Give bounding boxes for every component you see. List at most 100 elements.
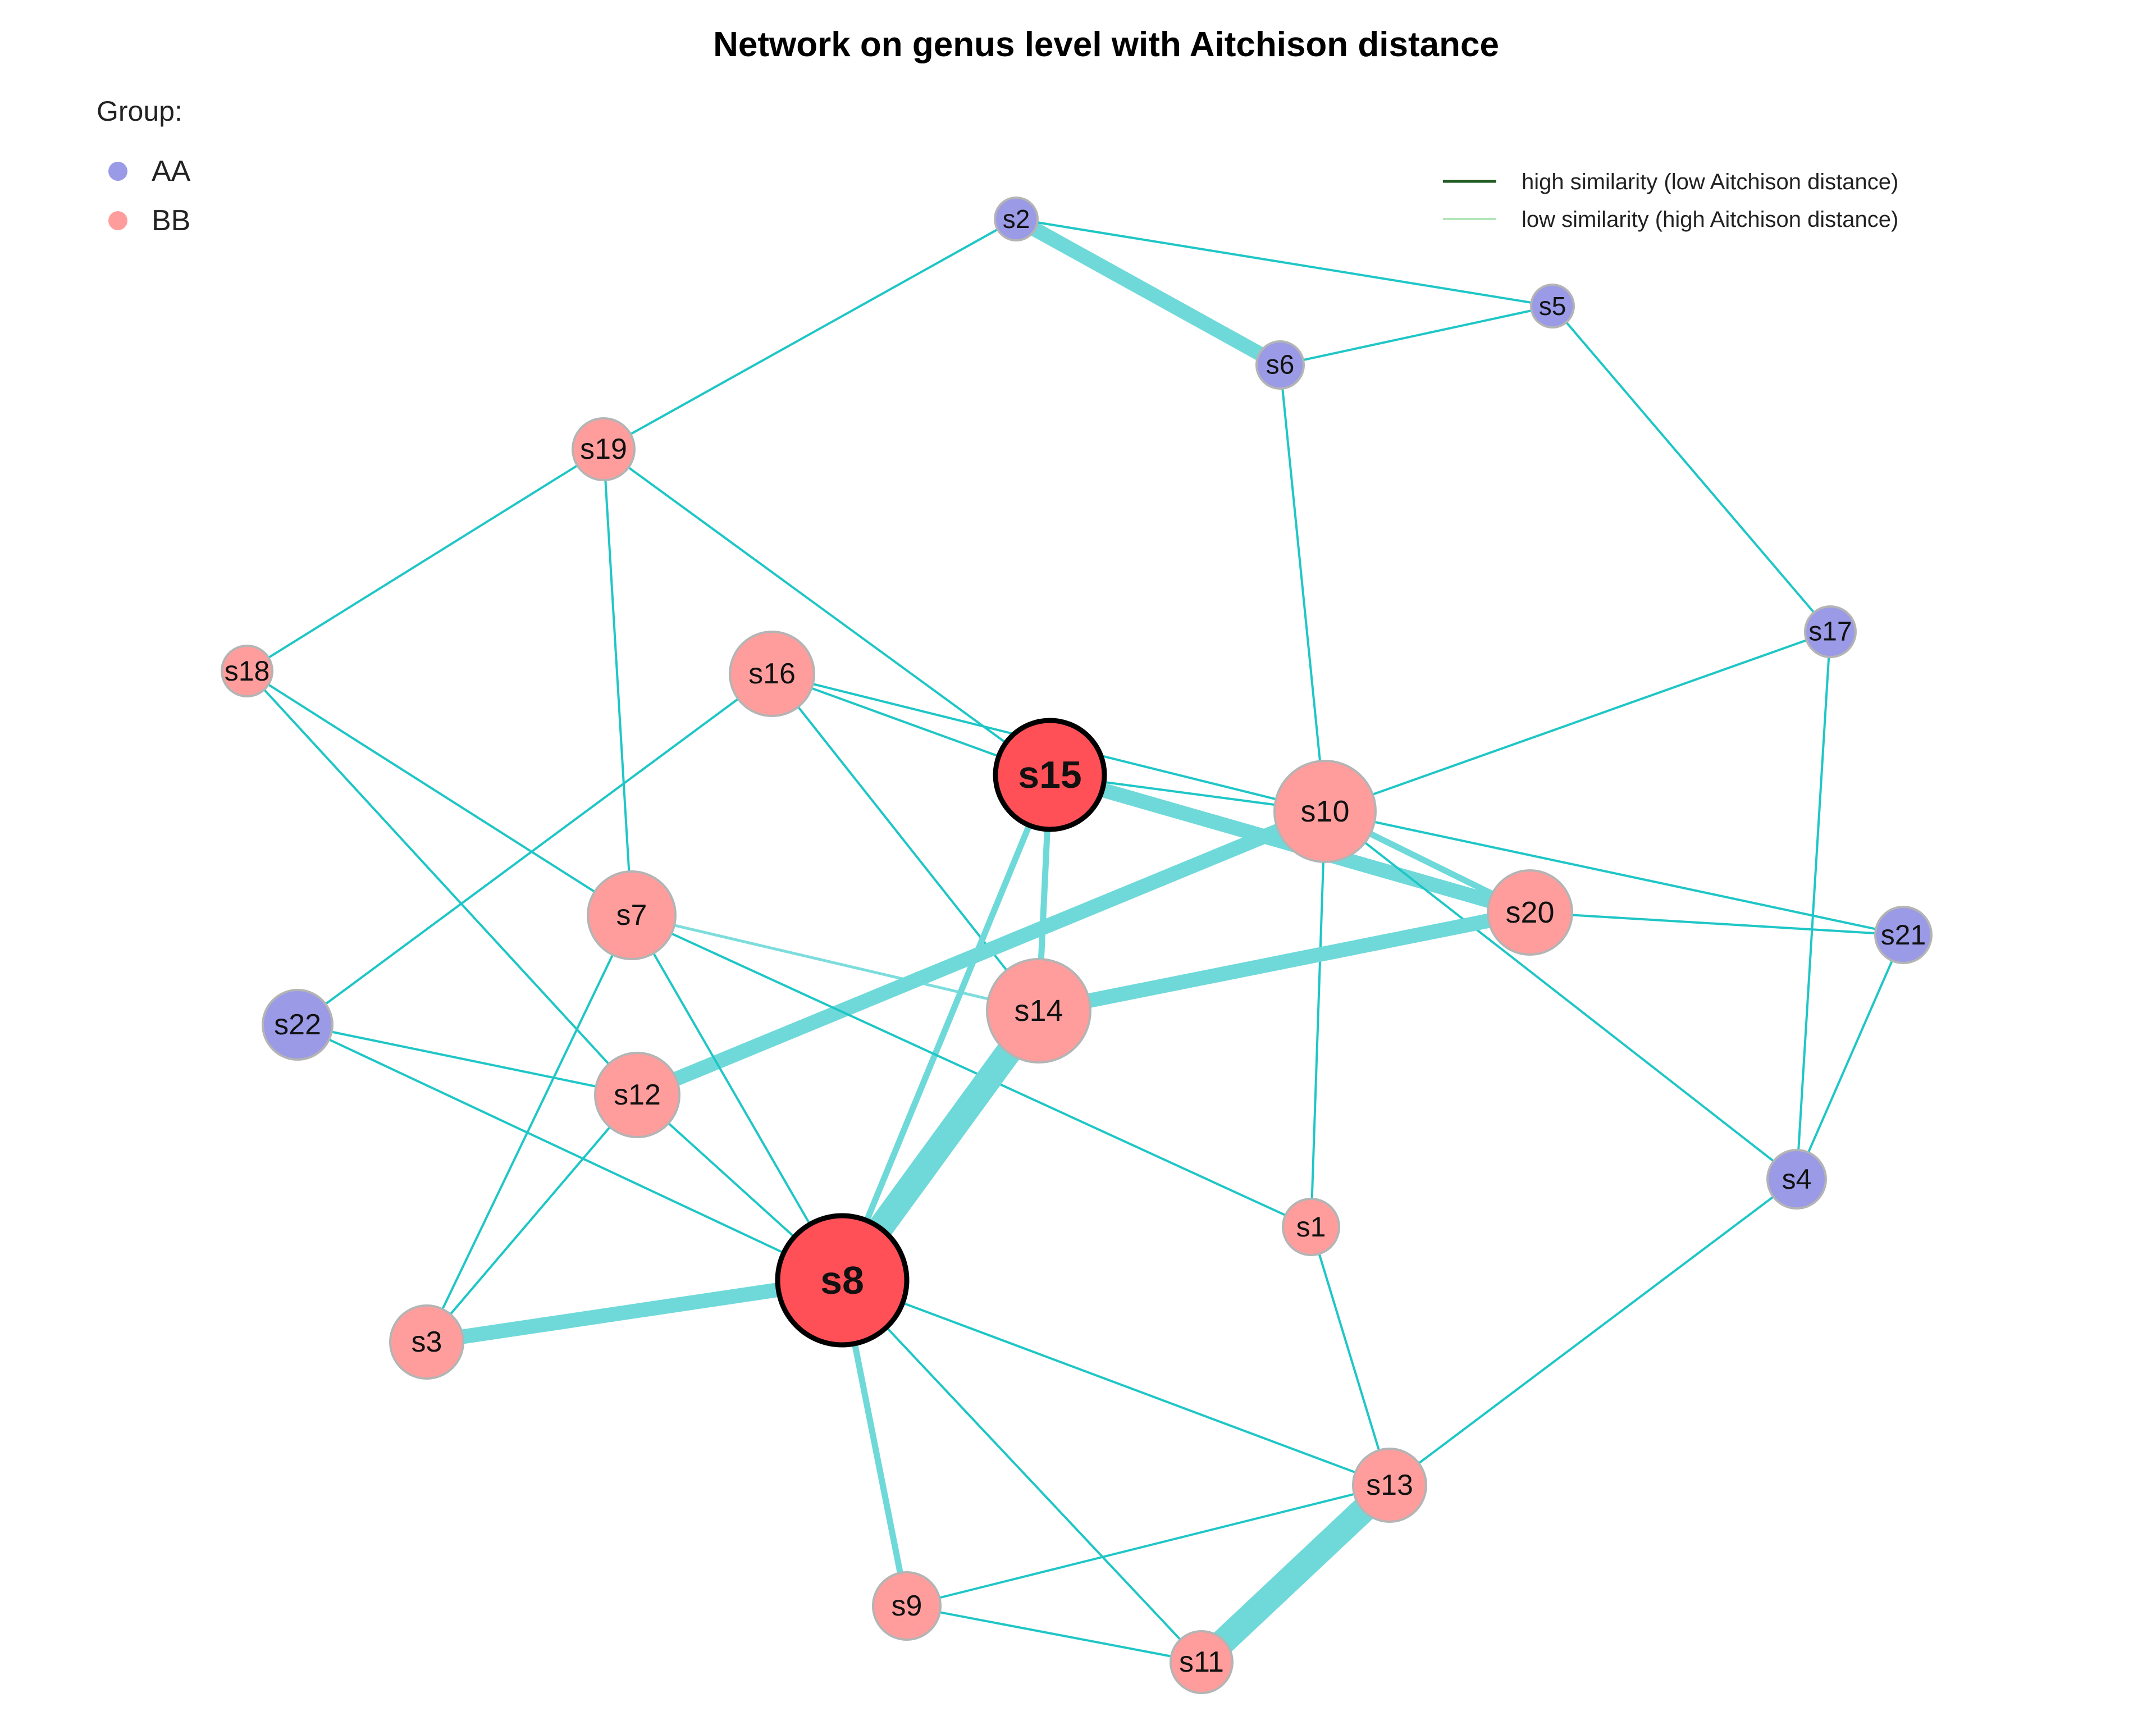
node-s13: s13 xyxy=(1352,1448,1427,1523)
node-s17-label: s17 xyxy=(1808,617,1852,647)
node-s6: s6 xyxy=(1255,340,1305,390)
node-s4: s4 xyxy=(1766,1149,1827,1210)
node-s18-label: s18 xyxy=(225,655,270,687)
node-s2-label: s2 xyxy=(1003,204,1030,234)
node-s13-circle xyxy=(1352,1448,1427,1523)
group-legend-label-bb: BB xyxy=(152,204,190,237)
edge-s21-s4 xyxy=(1796,934,1904,1180)
node-s12: s12 xyxy=(594,1052,680,1138)
node-s16-label: s16 xyxy=(748,658,796,690)
edge-s1-s13 xyxy=(1310,1226,1391,1486)
node-s21: s21 xyxy=(1874,906,1933,964)
node-s5-label: s5 xyxy=(1539,291,1566,321)
node-s20-label: s20 xyxy=(1505,896,1554,929)
node-s9-circle xyxy=(872,1571,942,1641)
edge-s2-s19 xyxy=(603,218,1017,450)
edge-s17-s10 xyxy=(1324,631,1831,813)
group-legend-item-aa: AA xyxy=(108,155,191,188)
node-s1-circle xyxy=(1282,1198,1340,1256)
group-legend-swatch-aa xyxy=(108,162,127,181)
group-legend-item-bb: BB xyxy=(108,204,190,237)
edge-s7-s1 xyxy=(631,914,1312,1228)
edge-s10-s4 xyxy=(1324,810,1798,1180)
node-s5: s5 xyxy=(1530,284,1575,328)
edge-s2-s6 xyxy=(1012,212,1284,372)
node-s18-circle xyxy=(221,645,273,697)
node-s4-circle xyxy=(1766,1149,1827,1210)
edge-s8-s3 xyxy=(426,1273,843,1349)
node-s9-label: s9 xyxy=(892,1590,922,1622)
node-s6-circle xyxy=(1255,340,1305,390)
node-s3: s3 xyxy=(389,1304,464,1380)
node-s3-label: s3 xyxy=(412,1326,442,1358)
edge-s22-s12 xyxy=(297,1024,638,1096)
node-s14-circle xyxy=(986,958,1091,1064)
edge-s18-s12 xyxy=(246,670,638,1096)
node-s5-circle xyxy=(1530,284,1575,328)
edge-legend-high-label: high similarity (low Aitchison distance) xyxy=(1522,170,1898,194)
edge-legend-low-label: low similarity (high Aitchison distance) xyxy=(1522,207,1898,232)
node-s10: s10 xyxy=(1273,760,1377,863)
node-s11-label: s11 xyxy=(1179,1646,1224,1678)
node-s12-label: s12 xyxy=(614,1079,661,1111)
edge-s12-s3 xyxy=(426,1094,638,1343)
node-s7-circle xyxy=(587,870,677,960)
edge-s5-s6 xyxy=(1280,305,1553,366)
node-layer: s1 s2 s3 s4 s5 s6 s7 s8 s9 s10 s11 s12 s13 s14 s15 s16 s… xyxy=(221,197,1933,1694)
node-s10-circle xyxy=(1273,760,1377,863)
node-s20: s20 xyxy=(1487,869,1573,956)
node-s11-circle xyxy=(1170,1630,1234,1694)
edge-s18-s7 xyxy=(246,670,633,916)
node-s8-circle xyxy=(775,1213,910,1348)
node-s19-circle xyxy=(572,417,636,481)
node-s8: s8 xyxy=(775,1213,910,1348)
node-s17: s17 xyxy=(1804,605,1857,658)
edge-s5-s17 xyxy=(1551,305,1831,633)
edge-s13-s9 xyxy=(906,1484,1390,1607)
node-s21-label: s21 xyxy=(1881,919,1926,951)
edge-s7-s14 xyxy=(631,914,1039,1012)
chart-title: Network on genus level with Aitchison di… xyxy=(713,25,1499,64)
group-legend-heading: Group: xyxy=(97,95,182,127)
group-legend: Group: AA BB xyxy=(97,95,191,237)
edge-s19-s7 xyxy=(602,449,633,916)
group-legend-label-aa: AA xyxy=(152,155,191,188)
node-s9: s9 xyxy=(872,1571,942,1641)
node-s13-label: s13 xyxy=(1366,1469,1413,1502)
node-s7: s7 xyxy=(587,870,677,960)
node-s7-label: s7 xyxy=(616,899,647,932)
node-s22-label: s22 xyxy=(274,1008,321,1041)
edge-s19-s18 xyxy=(246,448,605,672)
node-s1: s1 xyxy=(1282,1198,1340,1256)
node-s21-circle xyxy=(1874,906,1933,964)
edge-s17-s4 xyxy=(1796,631,1831,1180)
edge-s8-s13 xyxy=(842,1279,1390,1486)
edge-s16-s22 xyxy=(296,673,773,1026)
edge-s10-s1 xyxy=(1310,811,1326,1227)
node-s16-circle xyxy=(729,631,815,717)
node-s14: s14 xyxy=(986,958,1091,1064)
edge-s20-s14 xyxy=(1037,905,1532,1018)
node-s6-label: s6 xyxy=(1266,350,1295,380)
edge-s13-s11 xyxy=(1193,1476,1399,1672)
node-s19-label: s19 xyxy=(580,433,627,466)
edge-s9-s11 xyxy=(906,1605,1202,1663)
edge-s8-s11 xyxy=(841,1279,1203,1663)
node-s15: s15 xyxy=(993,718,1107,832)
edge-s22-s8 xyxy=(297,1024,843,1281)
edge-s19-s15 xyxy=(602,448,1051,776)
node-s10-label: s10 xyxy=(1300,795,1349,828)
edge-s15-s8 xyxy=(839,773,1053,1282)
edge-s6-s10 xyxy=(1279,364,1326,812)
edge-s10-s12 xyxy=(634,804,1328,1102)
node-s1-label: s1 xyxy=(1296,1211,1326,1243)
node-s11: s11 xyxy=(1170,1630,1234,1694)
node-s2-circle xyxy=(994,197,1039,241)
edge-s7-s8 xyxy=(631,915,843,1281)
node-s18: s18 xyxy=(221,645,273,697)
node-s4-label: s4 xyxy=(1782,1163,1812,1195)
node-s15-circle xyxy=(993,718,1107,832)
node-s19: s19 xyxy=(572,417,636,481)
edge-s4-s13 xyxy=(1388,1178,1798,1486)
